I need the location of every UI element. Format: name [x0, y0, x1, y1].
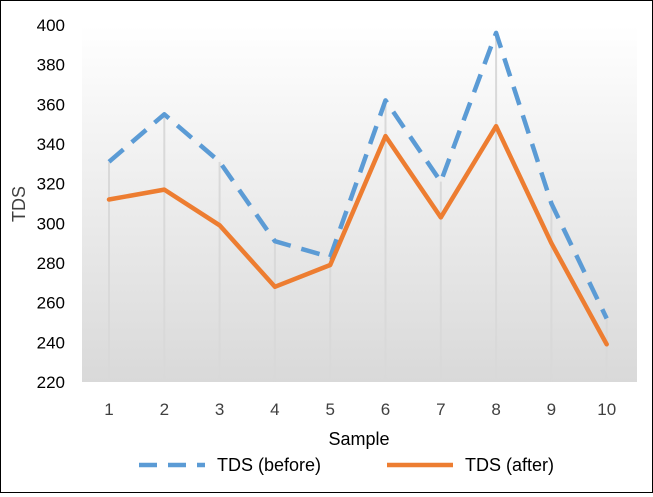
y-tick-label: 340: [37, 135, 65, 154]
x-axis-title: Sample: [328, 429, 389, 449]
y-tick-label: 280: [37, 254, 65, 273]
x-tick-label: 10: [597, 400, 616, 419]
x-tick-label: 1: [104, 400, 113, 419]
x-tick-label: 4: [270, 400, 279, 419]
legend-label-tds-after: TDS (after): [465, 455, 554, 475]
x-tick-label: 6: [381, 400, 390, 419]
y-tick-label: 380: [37, 56, 65, 75]
legend-label-tds-before: TDS (before): [217, 455, 321, 475]
y-tick-label: 360: [37, 95, 65, 114]
y-tick-label: 400: [37, 16, 65, 35]
y-tick-label: 240: [37, 333, 65, 352]
series-line-tds-before: [107, 30, 609, 320]
x-tick-label: 2: [160, 400, 169, 419]
x-axis-ticks: 1 2 3 4 5 6 7 8 9 10: [104, 400, 616, 419]
drop-lines: [108, 32, 608, 382]
y-axis-ticks: 220 240 260 280 300 320 340 360 380 400: [37, 16, 65, 392]
series-line-tds-after: [106, 123, 609, 347]
x-tick-label: 8: [491, 400, 500, 419]
x-tick-label: 5: [325, 400, 334, 419]
legend: TDS (before) TDS (after): [139, 455, 554, 475]
x-tick-label: 9: [547, 400, 556, 419]
y-axis-title: TDS: [9, 186, 29, 222]
series-lines: [106, 30, 609, 347]
y-tick-label: 220: [37, 373, 65, 392]
x-tick-label: 7: [436, 400, 445, 419]
plot-area: [82, 25, 637, 382]
y-tick-label: 260: [37, 294, 65, 313]
x-tick-label: 3: [215, 400, 224, 419]
y-tick-label: 300: [37, 214, 65, 233]
y-tick-label: 320: [37, 175, 65, 194]
